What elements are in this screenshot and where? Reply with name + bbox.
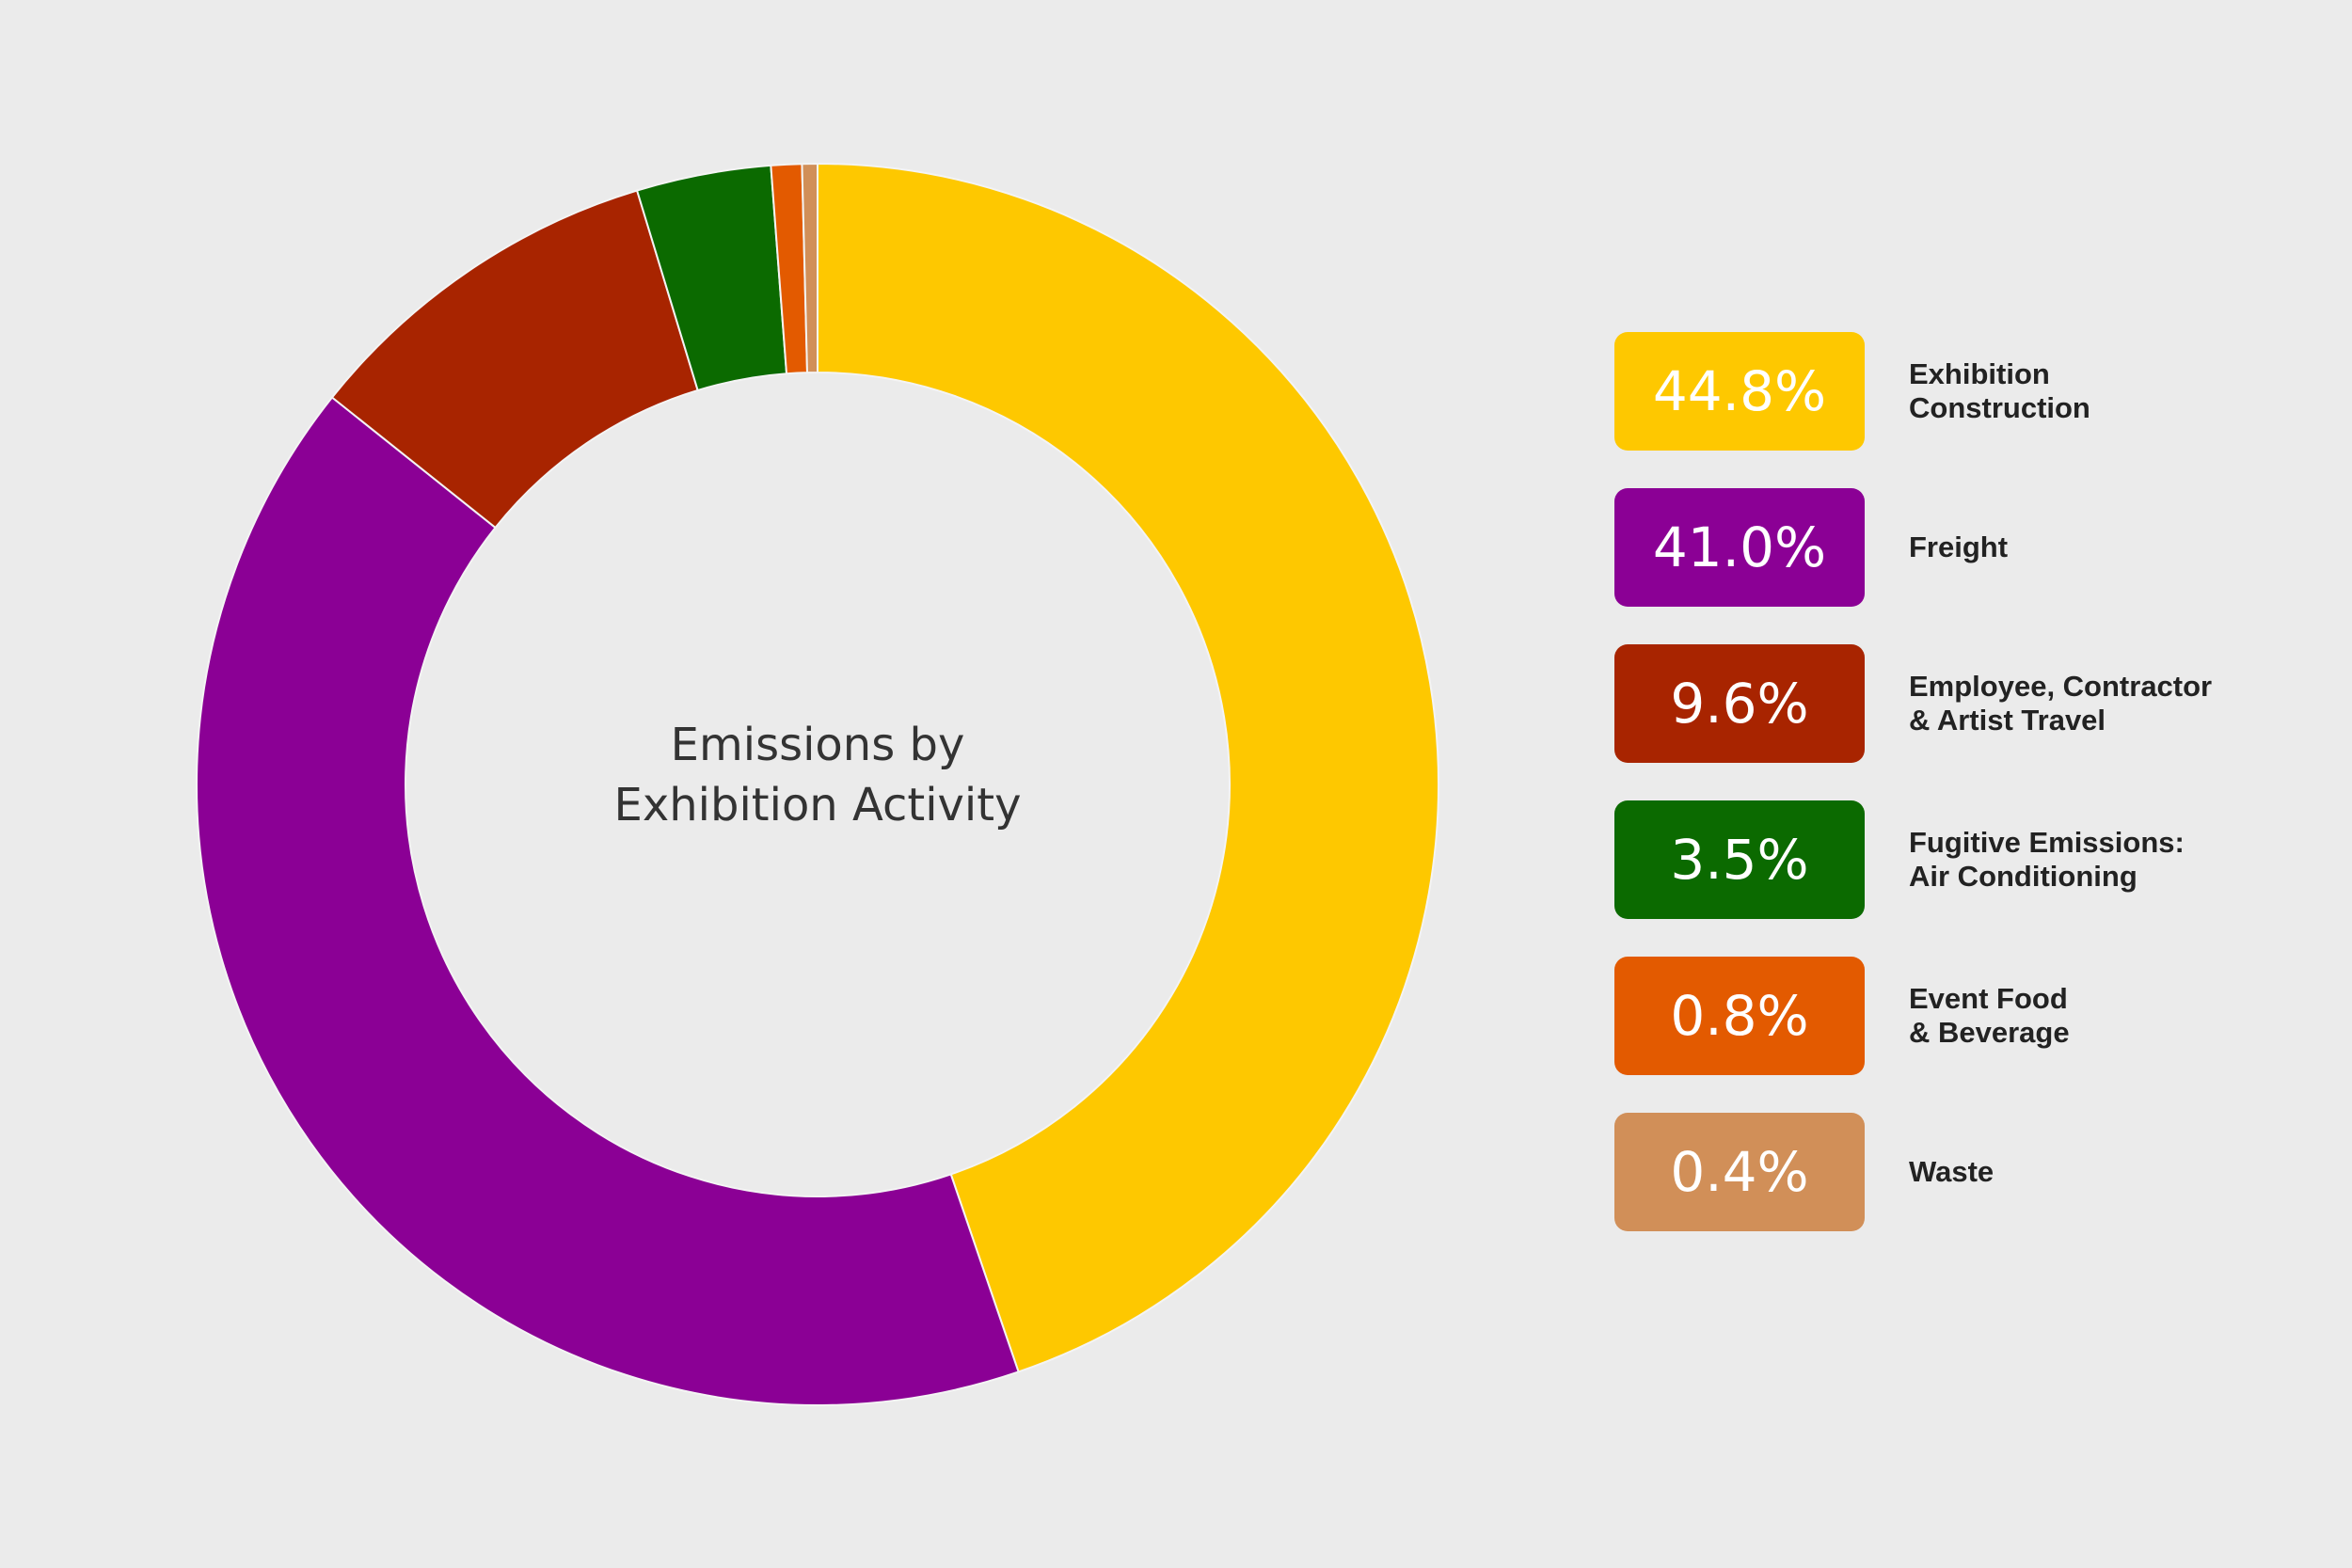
legend-badge-exhibition-construction: 44.8% [1614, 332, 1865, 451]
donut-slice [801, 162, 818, 374]
legend-label-line: Air Conditioning [1909, 860, 2137, 893]
legend-label-line: Exhibition [1909, 357, 2050, 390]
legend-label-line: & Beverage [1909, 1016, 2070, 1049]
donut-slice [195, 396, 1020, 1406]
legend-label-line: Waste [1909, 1155, 1994, 1188]
legend-label-freight: Freight [1909, 531, 2342, 564]
chart-title-line-2: Exhibition Activity [613, 779, 1022, 832]
legend-label-line: Construction [1909, 391, 2090, 424]
donut-slice [817, 162, 1439, 1373]
legend-label-event-food: Event Food & Beverage [1909, 982, 2342, 1050]
chart-title: Emissions by Exhibition Activity [535, 715, 1100, 835]
legend-badge-fugitive-emissions: 3.5% [1614, 800, 1865, 919]
chart-title-line-1: Emissions by [670, 719, 965, 771]
legend-label-travel: Employee, Contractor & Artist Travel [1909, 670, 2342, 737]
legend-label-fugitive-emissions: Fugitive Emissions: Air Conditioning [1909, 826, 2342, 894]
legend-label-line: Event Food [1909, 982, 2068, 1015]
legend-badge-event-food: 0.8% [1614, 957, 1865, 1075]
legend-badge-freight: 41.0% [1614, 488, 1865, 607]
legend-label-waste: Waste [1909, 1155, 2342, 1189]
legend-label-exhibition-construction: Exhibition Construction [1909, 357, 2342, 425]
legend-label-line: Employee, Contractor [1909, 670, 2213, 703]
legend-badge-travel: 9.6% [1614, 644, 1865, 763]
legend-badge-waste: 0.4% [1614, 1113, 1865, 1231]
legend-label-line: Fugitive Emissions: [1909, 826, 2185, 859]
legend-label-line: & Artist Travel [1909, 704, 2106, 736]
legend-label-line: Freight [1909, 531, 2009, 563]
